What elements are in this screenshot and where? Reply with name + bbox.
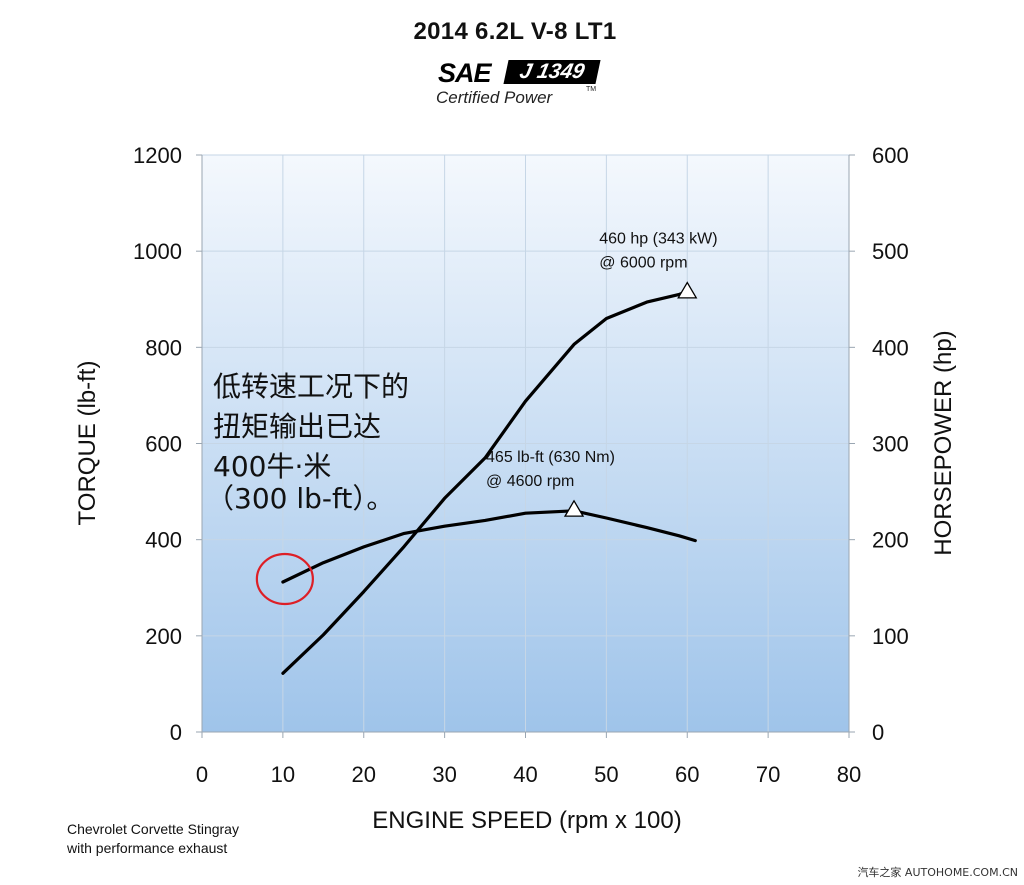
- peak-marker-triangle: [563, 499, 585, 517]
- axes: [196, 154, 855, 738]
- right-axis-title: HORSEPOWER (hp): [930, 330, 957, 555]
- x-tick-label: 30: [432, 762, 456, 787]
- sae-logo-text: SAE: [438, 58, 492, 88]
- annotation-line-4: （300 lb-ft）。: [206, 482, 394, 515]
- right-tick-label: 0: [872, 720, 884, 745]
- series: [281, 290, 697, 675]
- x-tick-label: 40: [513, 762, 537, 787]
- left-tick-label: 200: [145, 624, 182, 649]
- torque-curve: [281, 509, 697, 584]
- right-tick-label: 600: [872, 143, 909, 168]
- right-tick-label: 200: [872, 528, 909, 553]
- peak-markers: 460 hp (343 kW) @ 6000 rpm 465 lb-ft (630 …: [486, 231, 718, 517]
- x-tick-label: 80: [837, 762, 861, 787]
- footnote-line-2: with performance exhaust: [67, 840, 228, 856]
- x-tick-label: 10: [271, 762, 295, 787]
- certified-power-text: Certified Power: [436, 88, 553, 107]
- left-tick-label: 0: [170, 720, 182, 745]
- x-tick-label: 20: [352, 762, 376, 787]
- sae-certified-badge: SAE J 1349 Certified Power TM: [434, 58, 604, 110]
- right-tick-label: 500: [872, 239, 909, 264]
- annotation-line-3: 400牛·米: [213, 450, 331, 483]
- left-tick-label: 800: [145, 335, 182, 360]
- right-tick-label: 100: [872, 624, 909, 649]
- x-tick-label: 50: [594, 762, 618, 787]
- left-tick-label: 600: [145, 432, 182, 457]
- left-axis-title: TORQUE (lb-ft): [74, 361, 101, 526]
- left-tick-label: 1000: [133, 239, 182, 264]
- annotation-line-2: 扭矩输出已达: [213, 410, 381, 443]
- peak-label-line-2: @ 4600 rpm: [486, 473, 574, 490]
- horsepower-curve: [281, 290, 689, 675]
- annotation-circle: [255, 552, 314, 606]
- peak-label-line-1: 460 hp (343 kW): [599, 231, 717, 248]
- watermark: 汽车之家 AUTOHOME.COM.CN: [857, 866, 1018, 879]
- grid: [202, 154, 849, 732]
- trademark-mark: TM: [586, 86, 597, 93]
- x-tick-label: 0: [196, 762, 208, 787]
- x-tick-label: 60: [675, 762, 699, 787]
- annotation-line-1: 低转速工况下的: [213, 370, 409, 403]
- left-tick-label: 1200: [133, 143, 182, 168]
- x-axis-title: ENGINE SPEED (rpm x 100): [372, 807, 681, 834]
- peak-marker-triangle: [677, 281, 698, 299]
- peak-label-line-2: @ 6000 rpm: [599, 255, 687, 272]
- right-tick-label: 400: [872, 335, 909, 360]
- x-tick-label: 70: [756, 762, 780, 787]
- annotation: 低转速工况下的 扭矩输出已达 400牛·米 （300 lb-ft）。: [206, 370, 409, 515]
- chart-title: 2014 6.2L V-8 LT1: [413, 18, 617, 45]
- right-tick-label: 300: [872, 432, 909, 457]
- footnote-line-1: Chevrolet Corvette Stingray: [67, 821, 239, 837]
- tick-labels: 0 10 20 30 40 50 60 70 8002004006008001000120001…: [133, 143, 909, 787]
- left-tick-label: 400: [145, 528, 182, 553]
- peak-label-line-1: 465 lb-ft (630 Nm): [486, 449, 615, 466]
